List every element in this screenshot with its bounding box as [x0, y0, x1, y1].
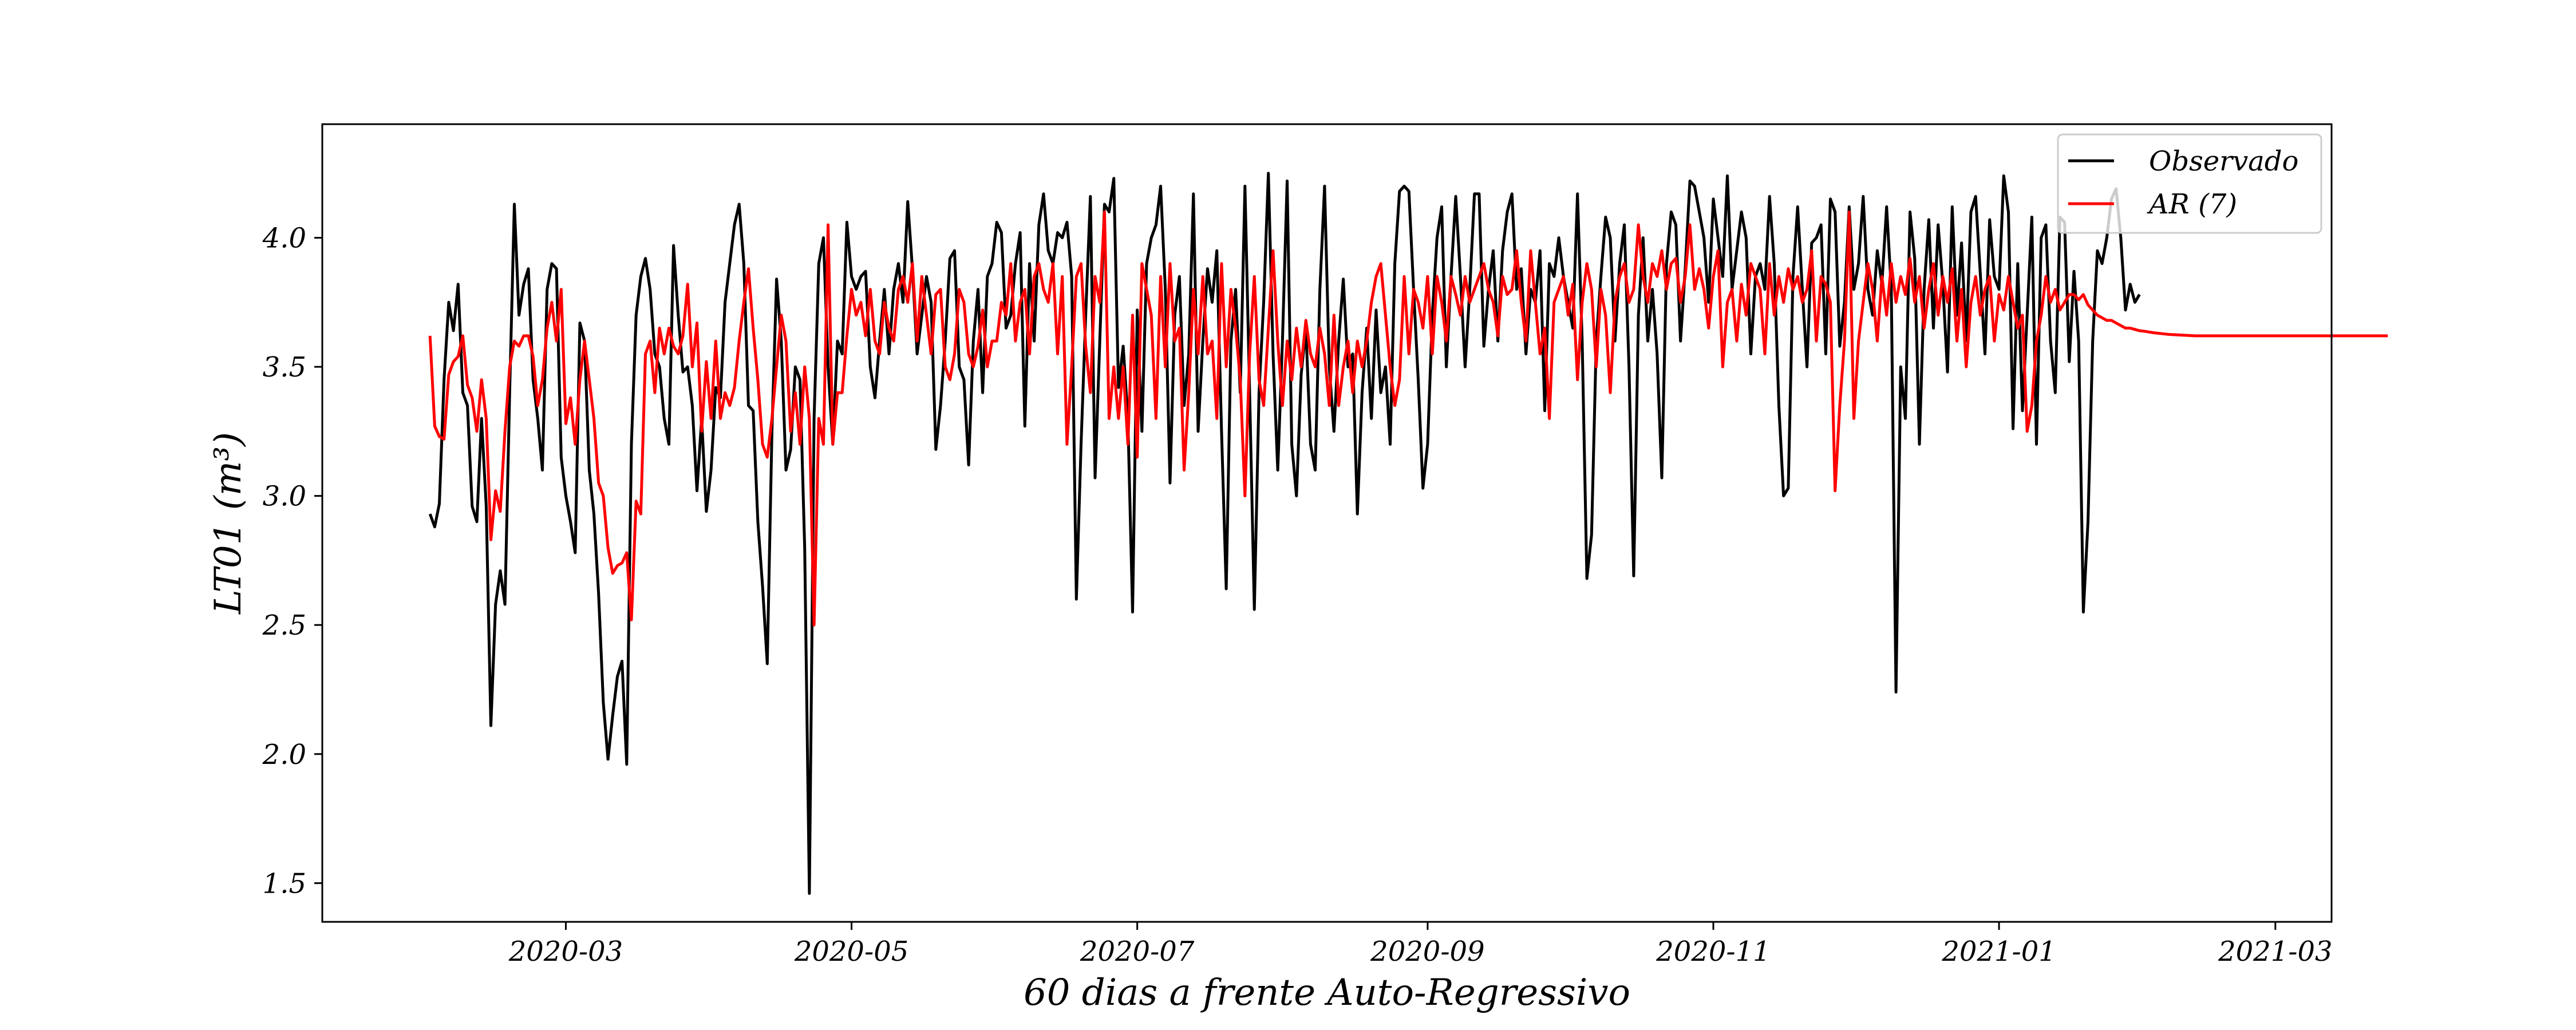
x-tick-label: 2021-03 — [2218, 936, 2332, 968]
x-tick-label: 2020-05 — [794, 936, 908, 968]
x-tick-label: 2020-11 — [1656, 936, 1770, 968]
plot-area-frame — [321, 123, 2333, 923]
y-axis-ticks: 1.5 2.0 2.5 3.0 3.5 4.0 — [262, 222, 322, 900]
legend-label-observado: Observado — [2149, 145, 2298, 177]
x-tick-label: 2020-03 — [508, 936, 623, 968]
series-line-ar7 — [428, 210, 2388, 627]
y-axis-label: LT01 (m³) — [207, 432, 250, 615]
x-axis-ticks: 2020-03 2020-05 2020-07 2020-09 2020-11 2021-… — [508, 922, 2333, 968]
x-tick-label: 2020-07 — [1080, 936, 1195, 968]
y-tick-label: 3.5 — [263, 351, 306, 383]
legend-box — [2057, 133, 2322, 234]
series-line-observado — [428, 172, 2141, 895]
y-tick-label: 3.0 — [263, 481, 306, 513]
legend: Observado AR (7) — [2057, 133, 2322, 234]
x-tick-label: 2020-09 — [1370, 936, 1484, 968]
x-tick-label: 2021-01 — [1941, 936, 2056, 968]
x-axis-label: 60 dias a frente Auto-Regressivo — [1024, 972, 1630, 1014]
series-layer — [428, 172, 2388, 895]
legend-label-ar7: AR (7) — [2147, 188, 2237, 220]
y-tick-label: 2.5 — [262, 609, 306, 641]
y-tick-label: 2.0 — [262, 739, 306, 771]
y-tick-label: 4.0 — [262, 222, 306, 254]
y-tick-label: 1.5 — [263, 867, 306, 900]
